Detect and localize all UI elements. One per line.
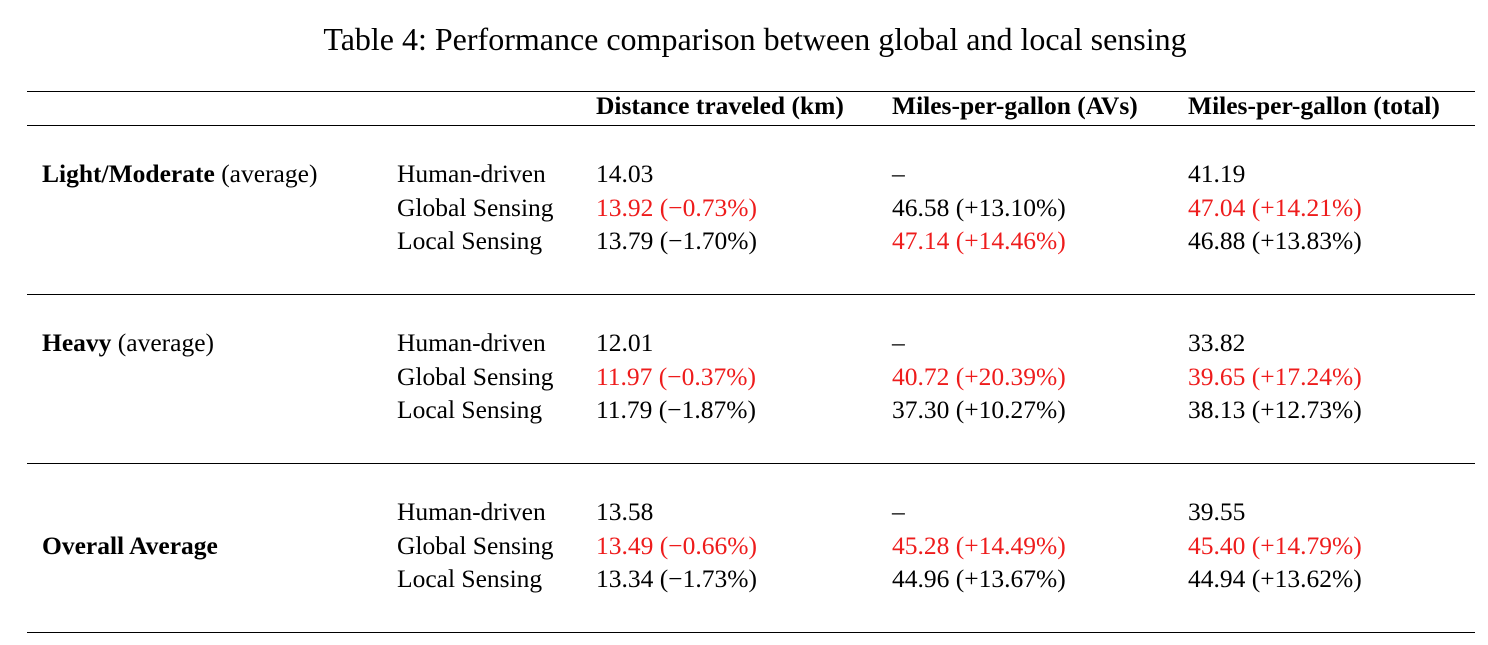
table-cell: 37.30 (+10.27%) xyxy=(892,395,1066,425)
group-label-qualifier: (average) xyxy=(111,328,215,357)
table-cell: 46.58 (+13.10%) xyxy=(892,192,1066,222)
table-cell: 11.97 (−0.37%) xyxy=(596,361,757,391)
table-cell: 47.14 (+14.46%) xyxy=(892,226,1066,256)
group-separator-rule xyxy=(27,632,1475,633)
group-label-bold: Heavy xyxy=(42,328,112,357)
table-cell: 13.58 xyxy=(596,497,654,526)
column-header-mpg-total: Miles-per-gallon (total) xyxy=(1188,91,1440,120)
method-label: Local Sensing xyxy=(397,395,543,425)
table-cell: 39.55 xyxy=(1188,497,1246,526)
group-label: Overall Average xyxy=(42,529,218,563)
column-header-distance: Distance traveled (km) xyxy=(596,91,844,120)
method-label: Global Sensing xyxy=(397,361,554,391)
group-label-qualifier: (average) xyxy=(214,159,318,188)
group-separator-rule xyxy=(27,294,1475,295)
group-separator-rule xyxy=(27,463,1475,464)
table-cell: 41.19 xyxy=(1188,159,1246,188)
table-cell: 33.82 xyxy=(1188,328,1246,357)
method-label: Local Sensing xyxy=(397,564,543,594)
table-cell: 12.01 xyxy=(596,328,654,357)
table-cell: 11.79 (−1.87%) xyxy=(596,395,757,425)
table-cell: – xyxy=(892,159,905,188)
table-cell: 13.49 (−0.66%) xyxy=(596,530,757,560)
table-cell: 45.28 (+14.49%) xyxy=(892,530,1066,560)
table-caption: Table 4: Performance comparison between … xyxy=(323,21,1187,57)
table-cell: 39.65 (+17.24%) xyxy=(1188,361,1362,391)
group-label-bold: Overall Average xyxy=(42,530,218,560)
method-label: Human-driven xyxy=(397,328,546,357)
column-header-mpg-avs: Miles-per-gallon (AVs) xyxy=(892,91,1138,120)
group-label-bold: Light/Moderate xyxy=(42,159,215,188)
table-top-rule xyxy=(27,91,1475,92)
method-label: Human-driven xyxy=(397,159,546,188)
table-cell: 40.72 (+20.39%) xyxy=(892,361,1066,391)
table-cell: 44.94 (+13.62%) xyxy=(1188,564,1362,594)
table-cell: 44.96 (+13.67%) xyxy=(892,564,1066,594)
group-label: Heavy (average) xyxy=(42,326,214,360)
method-label: Global Sensing xyxy=(397,192,554,222)
table-cell: 47.04 (+14.21%) xyxy=(1188,192,1362,222)
method-label: Local Sensing xyxy=(397,226,543,256)
table-cell: – xyxy=(892,328,905,357)
table-cell: 38.13 (+12.73%) xyxy=(1188,395,1362,425)
table-cell: 46.88 (+13.83%) xyxy=(1188,226,1362,256)
header-rule xyxy=(27,125,1475,126)
group-label: Light/Moderate (average) xyxy=(42,157,317,191)
table-cell: 14.03 xyxy=(596,159,654,188)
method-label: Global Sensing xyxy=(397,530,554,560)
table-cell: 13.92 (−0.73%) xyxy=(596,192,757,222)
table-cell: 13.34 (−1.73%) xyxy=(596,564,757,594)
table-cell: 45.40 (+14.79%) xyxy=(1188,530,1362,560)
table-cell: – xyxy=(892,497,905,526)
method-label: Human-driven xyxy=(397,497,546,526)
table-cell: 13.79 (−1.70%) xyxy=(596,226,757,256)
